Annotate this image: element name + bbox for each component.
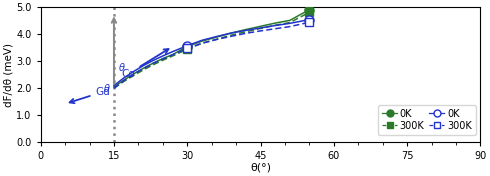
Text: $\theta$: $\theta$ [118, 61, 125, 73]
Legend: 0K, 300K, 0K, 300K: 0K, 300K, 0K, 300K [378, 105, 475, 135]
Text: Gd: Gd [70, 87, 110, 103]
X-axis label: θ(°): θ(°) [250, 162, 271, 172]
Text: Co: Co [121, 49, 169, 79]
Y-axis label: dF/dθ (meV): dF/dθ (meV) [3, 43, 13, 107]
Text: $\theta$: $\theta$ [103, 82, 111, 94]
